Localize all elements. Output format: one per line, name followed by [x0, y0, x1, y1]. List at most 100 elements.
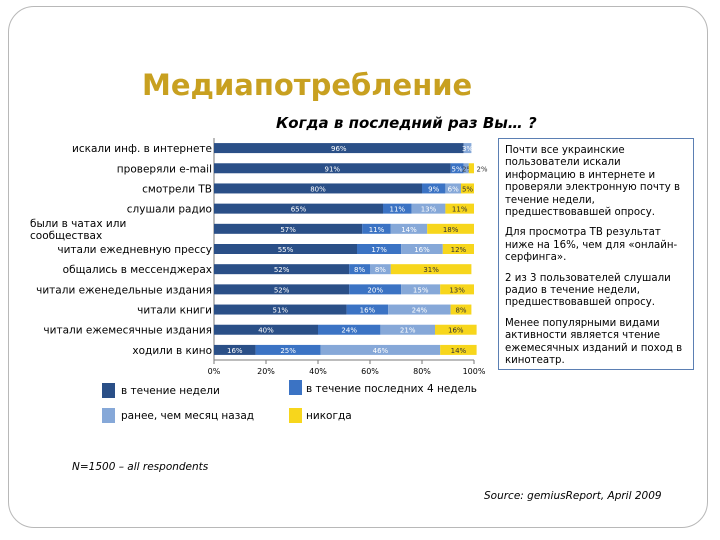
- data-label: 11%: [390, 206, 406, 214]
- data-label: 16%: [227, 347, 243, 355]
- bar-segment: [468, 163, 474, 174]
- category-label: читали ежемесячные издания: [43, 325, 212, 337]
- bar-segment: [346, 304, 389, 315]
- data-label: 5%: [462, 185, 473, 193]
- category-label: ходили в кино: [132, 345, 212, 357]
- data-label: 52%: [274, 266, 290, 274]
- x-tick-label: 60%: [361, 367, 379, 376]
- x-tick-label: 40%: [309, 367, 327, 376]
- bar-segment: [214, 344, 256, 355]
- data-label: 80%: [310, 185, 326, 193]
- bar-segment: [435, 324, 477, 335]
- chart-question: Когда в последний раз Вы… ?: [276, 114, 537, 132]
- data-label: 8%: [455, 307, 466, 315]
- x-tick-label: 0%: [208, 367, 221, 376]
- bar-segment: [401, 244, 443, 254]
- bar-segment: [349, 264, 370, 275]
- bar-segment: [214, 244, 357, 254]
- bar-segment: [255, 344, 321, 355]
- note-1: Почти все украинские пользователи искали…: [505, 145, 681, 219]
- data-label: 21%: [400, 327, 416, 335]
- bar-segment: [422, 183, 446, 194]
- data-label: 13%: [449, 286, 465, 294]
- slide-frame: [8, 6, 708, 528]
- bar-segment: [214, 203, 383, 214]
- bar-segment: [357, 244, 402, 254]
- bar-segment: [442, 244, 474, 254]
- legend-swatch-earlier: [102, 408, 115, 423]
- category-label: общались в мессенджерах: [63, 264, 212, 276]
- legend-swatch-never: [289, 408, 302, 423]
- bar-segment: [463, 163, 469, 174]
- bar-segment: [380, 324, 435, 335]
- bar-segment: [445, 203, 474, 214]
- bar-segment: [214, 284, 350, 295]
- category-label: читали еженедельные издания: [36, 284, 212, 296]
- data-label: 96%: [331, 145, 347, 153]
- bar-segment: [214, 143, 464, 154]
- data-label: 51%: [273, 307, 289, 315]
- bar-segment: [450, 163, 464, 174]
- data-label: 9%: [428, 185, 439, 193]
- notes-box: Почти все украинские пользователи искали…: [498, 138, 694, 370]
- data-label: 57%: [280, 226, 296, 234]
- bar-segment: [214, 183, 422, 194]
- category-label: читали книги: [137, 305, 212, 317]
- bar-segment: [214, 264, 350, 275]
- data-label: 6%: [448, 185, 459, 193]
- bar-segment: [390, 264, 472, 275]
- legend-label-never: никогда: [306, 410, 352, 422]
- data-label: 3%: [462, 145, 473, 153]
- bar-segment: [427, 223, 474, 234]
- note-4: Менее популярными видами активности явля…: [505, 317, 683, 367]
- x-tick-label: 20%: [257, 367, 275, 376]
- data-label: 16%: [448, 327, 464, 335]
- bar-segment: [390, 223, 428, 234]
- category-label: смотрели ТВ: [142, 183, 212, 195]
- legend-swatch-4weeks: [289, 380, 302, 395]
- bar-segment: [411, 203, 446, 214]
- data-label: 31%: [423, 266, 439, 274]
- data-label: 8%: [375, 266, 386, 274]
- source-note: Source: gemiusReport, April 2009: [484, 490, 662, 502]
- slide-title: Медиапотребление: [142, 68, 473, 102]
- data-label: 17%: [371, 246, 387, 254]
- data-label: 20%: [367, 286, 383, 294]
- bar-segment: [349, 284, 402, 295]
- legend-label-earlier: ранее, чем месяц назад: [121, 410, 255, 422]
- note-3: 2 из 3 пользователей слушали радио в теч…: [505, 272, 671, 309]
- data-label: 91%: [325, 165, 341, 173]
- data-label: 14%: [451, 347, 467, 355]
- data-label: 46%: [373, 347, 389, 355]
- data-label: 2%: [462, 165, 473, 173]
- bar-segment: [370, 264, 391, 275]
- data-label: 40%: [258, 327, 274, 335]
- data-label: 11%: [369, 226, 385, 234]
- bar-segment: [214, 223, 363, 234]
- data-label: 13%: [421, 206, 437, 214]
- data-label: 16%: [414, 246, 430, 254]
- x-tick-label: 100%: [463, 367, 486, 376]
- bar-segment: [401, 284, 441, 295]
- data-label: 24%: [412, 307, 428, 315]
- bar-segment: [214, 163, 451, 174]
- bar-segment: [388, 304, 451, 315]
- data-label: 12%: [451, 246, 467, 254]
- note-2: Для просмотра ТВ результат ниже на 16%, …: [505, 227, 678, 264]
- category-label: сообществах: [30, 230, 102, 242]
- bar-segment: [463, 143, 472, 154]
- data-label: 52%: [274, 286, 290, 294]
- data-label: 24%: [341, 327, 357, 335]
- data-label: 8%: [354, 266, 365, 274]
- bar-segment: [461, 183, 474, 194]
- category-label: читали ежедневную прессу: [57, 244, 212, 256]
- data-label: 16%: [360, 307, 376, 315]
- category-label: были в чатах или: [30, 218, 126, 230]
- bar-segment: [214, 304, 347, 315]
- data-label: 65%: [291, 206, 307, 214]
- category-label: слушали радио: [127, 204, 212, 216]
- x-tick-label: 80%: [413, 367, 431, 376]
- data-label: 5%: [452, 165, 463, 173]
- data-label: 11%: [452, 206, 468, 214]
